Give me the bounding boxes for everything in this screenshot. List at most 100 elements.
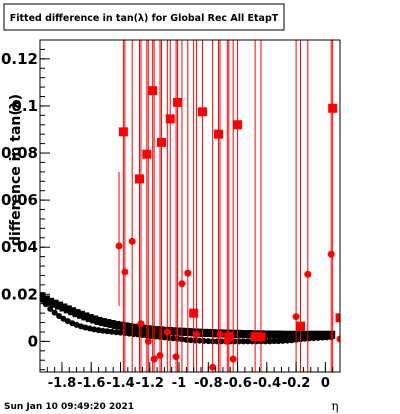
data-point-circle bbox=[170, 335, 177, 342]
data-point-square bbox=[76, 310, 85, 319]
data-point-circle bbox=[205, 338, 212, 345]
x-tick-label: -1 bbox=[172, 376, 186, 391]
data-point-circle bbox=[99, 327, 106, 334]
data-point-square bbox=[125, 323, 134, 332]
data-point-circle bbox=[172, 353, 180, 361]
data-point-square bbox=[81, 312, 90, 321]
data-point-square bbox=[94, 316, 103, 325]
data-point-square bbox=[169, 327, 178, 336]
data-point-square bbox=[98, 318, 107, 327]
data-point-square bbox=[214, 129, 224, 139]
data-point-circle bbox=[196, 337, 203, 344]
data-point-square bbox=[46, 297, 55, 306]
data-point-square bbox=[182, 327, 191, 336]
y-tick-label: 0.12 bbox=[1, 50, 38, 68]
data-point-circle bbox=[156, 352, 164, 360]
x-tick-label: -1.4 bbox=[106, 376, 134, 391]
x-tick-label: -1.2 bbox=[136, 376, 164, 391]
x-axis-label: η bbox=[331, 399, 338, 413]
data-point-square bbox=[68, 307, 77, 316]
data-point-square bbox=[335, 313, 340, 323]
data-point-square bbox=[55, 301, 64, 310]
x-tick-label: -0.2 bbox=[282, 376, 310, 391]
data-point-circle bbox=[178, 280, 186, 288]
data-point-square bbox=[314, 330, 323, 339]
data-point-circle bbox=[288, 337, 295, 344]
data-point-square bbox=[243, 330, 252, 339]
data-point-circle bbox=[117, 329, 124, 336]
data-point-circle bbox=[327, 250, 335, 258]
data-point-square bbox=[256, 332, 266, 342]
title-box-border bbox=[3, 3, 285, 31]
data-point-square bbox=[250, 332, 260, 342]
data-point-circle bbox=[229, 355, 237, 363]
title-box: Fitted difference in tan(λ) for Global R… bbox=[3, 3, 285, 31]
timestamp: Sun Jan 10 09:49:20 2021 bbox=[4, 402, 134, 412]
data-point-circle bbox=[271, 338, 278, 345]
data-point-square bbox=[309, 330, 318, 339]
data-point-square bbox=[274, 330, 283, 339]
data-point-square bbox=[148, 86, 158, 96]
data-point-square bbox=[63, 305, 72, 314]
data-point-circle bbox=[104, 328, 111, 335]
data-point-circle bbox=[161, 334, 168, 341]
y-tick-label: 0.04 bbox=[1, 238, 38, 256]
data-point-square bbox=[328, 103, 338, 113]
data-point-square bbox=[107, 319, 116, 328]
data-point-circle bbox=[319, 334, 326, 341]
data-point-square bbox=[197, 107, 207, 117]
data-point-square bbox=[270, 330, 279, 339]
data-point-circle bbox=[184, 269, 192, 277]
data-point-circle bbox=[137, 320, 145, 328]
data-point-circle bbox=[315, 334, 322, 341]
data-point-square bbox=[230, 329, 239, 338]
data-point-square bbox=[287, 330, 296, 339]
series-2 bbox=[118, 40, 340, 372]
series-3 bbox=[115, 40, 340, 372]
data-point-square bbox=[235, 329, 244, 338]
data-point-circle bbox=[292, 313, 300, 321]
data-point-circle bbox=[301, 335, 308, 342]
data-point-square bbox=[295, 321, 305, 331]
data-point-square bbox=[224, 332, 234, 342]
data-point-square bbox=[204, 328, 213, 337]
data-point-square bbox=[173, 97, 183, 107]
data-point-square bbox=[129, 323, 138, 332]
data-point-square bbox=[41, 295, 50, 304]
data-point-square bbox=[265, 330, 274, 339]
data-point-circle bbox=[108, 328, 115, 335]
data-point-circle bbox=[126, 330, 133, 337]
data-point-circle bbox=[310, 335, 317, 342]
data-point-square bbox=[116, 321, 125, 330]
data-point-square bbox=[156, 137, 166, 147]
data-point-square bbox=[103, 319, 112, 328]
data-point-square bbox=[118, 127, 128, 137]
data-point-square bbox=[142, 149, 152, 159]
data-point-square bbox=[85, 314, 94, 323]
data-point-square bbox=[138, 324, 147, 333]
x-tick-label: -0.6 bbox=[223, 376, 251, 391]
data-point-square bbox=[199, 328, 208, 337]
data-point-circle bbox=[47, 305, 54, 312]
data-point-circle bbox=[144, 337, 152, 345]
x-tick-label: -0.8 bbox=[194, 376, 222, 391]
data-point-square bbox=[283, 330, 292, 339]
data-point-square bbox=[189, 308, 199, 318]
x-tick-label: 0 bbox=[321, 376, 330, 391]
data-point-circle bbox=[240, 338, 247, 345]
data-point-square bbox=[72, 309, 81, 318]
plot-area bbox=[40, 40, 340, 372]
y-axis-label: difference in tan(λ) bbox=[8, 94, 24, 246]
chart-title: Fitted difference in tan(λ) for Global R… bbox=[10, 13, 279, 24]
data-point-circle bbox=[304, 270, 312, 278]
data-point-square bbox=[233, 120, 243, 130]
x-tick-label: -1.6 bbox=[77, 376, 105, 391]
data-point-circle bbox=[56, 312, 63, 319]
data-point-circle bbox=[216, 330, 224, 338]
data-point-square bbox=[239, 330, 248, 339]
data-point-square bbox=[305, 330, 314, 339]
data-point-circle bbox=[113, 329, 120, 336]
data-point-circle bbox=[187, 337, 194, 344]
